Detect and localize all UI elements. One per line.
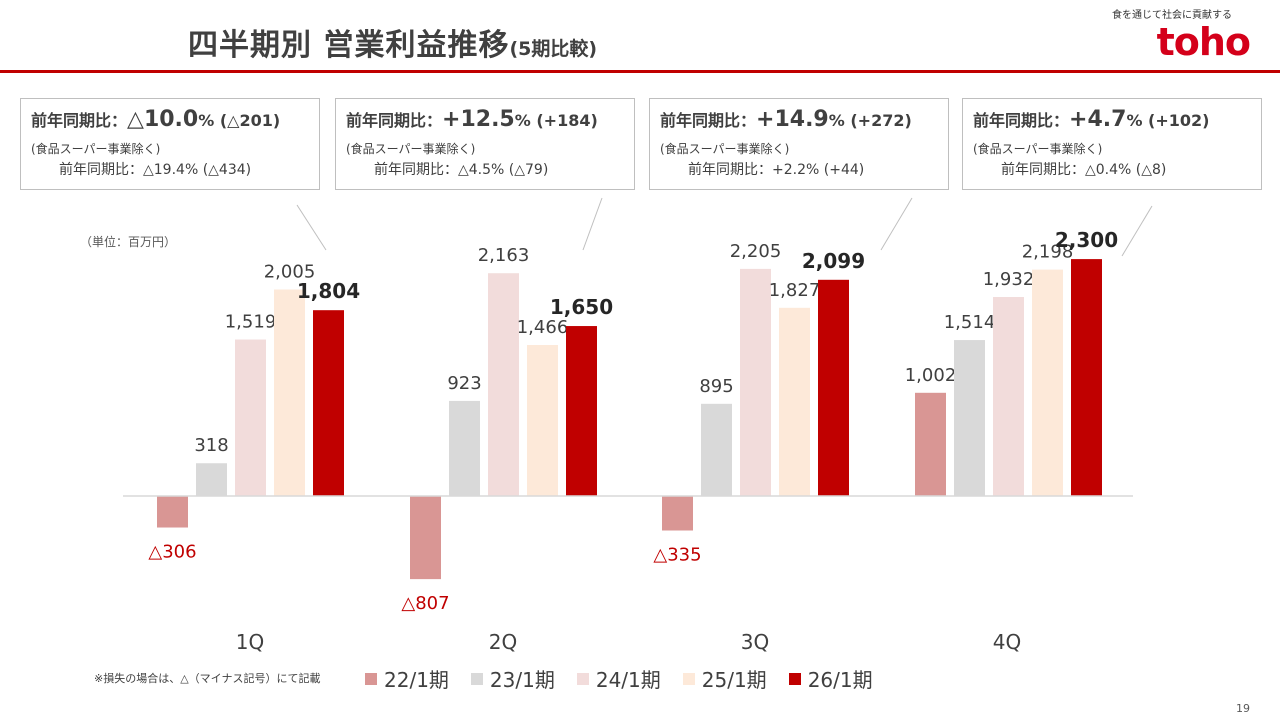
legend-label: 23/1期 xyxy=(489,668,555,692)
legend-swatch xyxy=(682,672,695,685)
yoy-sub: 前年同期比：△19.4% (△434) xyxy=(59,162,252,178)
legend-swatch xyxy=(365,672,377,685)
data-label: 1,804 xyxy=(297,279,360,303)
yoy-main: 前年同期比：+12.5% (+184) xyxy=(346,107,598,132)
yoy-box-4q: 前年同期比：+4.7% (+102) (食品スーパー事業除く) 前年同期比：△0… xyxy=(962,98,1262,190)
callout-connector xyxy=(582,197,603,251)
legend-item: 22/1期 xyxy=(365,664,449,693)
category-label: 4Q xyxy=(993,630,1021,654)
callout-connector xyxy=(1121,205,1153,257)
company-logo: toho xyxy=(1156,20,1251,64)
data-label: 1,514 xyxy=(944,312,996,333)
category-label: 3Q xyxy=(741,630,769,654)
bar-24/1期-2Q xyxy=(488,273,519,496)
yoy-box-2q: 前年同期比：+12.5% (+184) (食品スーパー事業除く) 前年同期比：△… xyxy=(335,98,635,190)
page-title-main: 四半期別 営業利益推移 xyxy=(188,28,510,63)
data-label: △807 xyxy=(401,593,449,614)
yoy-main: 前年同期比：+4.7% (+102) xyxy=(973,107,1210,132)
category-label: 1Q xyxy=(236,630,264,654)
yoy-box-3q: 前年同期比：+14.9% (+272) (食品スーパー事業除く) 前年同期比：+… xyxy=(649,98,949,190)
yoy-main: 前年同期比：+14.9% (+272) xyxy=(660,107,912,132)
yoy-main: 前年同期比：△10.0% (△201) xyxy=(31,107,281,132)
bar-22/1期-2Q xyxy=(410,496,441,580)
yoy-sub: 前年同期比：△0.4% (△8) xyxy=(1001,162,1167,178)
data-label: 895 xyxy=(699,376,733,397)
data-label: 1,466 xyxy=(517,317,569,338)
yoy-note: (食品スーパー事業除く) xyxy=(31,142,161,156)
yoy-sub: 前年同期比：+2.2% (+44) xyxy=(688,162,865,178)
bar-25/1期-4Q xyxy=(1032,269,1063,496)
yoy-box-1q: 前年同期比：△10.0% (△201) (食品スーパー事業除く) 前年同期比：△… xyxy=(20,98,320,190)
data-label: 2,005 xyxy=(264,261,316,282)
data-label: 2,198 xyxy=(1022,242,1074,263)
data-label: △306 xyxy=(148,542,196,563)
bar-26/1期-2Q xyxy=(566,326,597,496)
yoy-note: (食品スーパー事業除く) xyxy=(660,142,790,156)
bar-26/1期-3Q xyxy=(818,279,849,496)
bar-24/1期-4Q xyxy=(993,297,1024,496)
legend-label: 22/1期 xyxy=(384,668,449,692)
legend-label: 25/1期 xyxy=(701,668,767,692)
footnote: ※損失の場合は、△（マイナス記号）にて記載 xyxy=(94,672,321,685)
page-title: 四半期別 営業利益推移(5期比較) xyxy=(188,20,597,64)
bar-23/1期-1Q xyxy=(196,463,227,496)
data-label: 1,519 xyxy=(225,312,277,333)
bar-24/1期-3Q xyxy=(740,268,771,496)
callout-connector xyxy=(880,197,913,251)
bar-22/1期-4Q xyxy=(915,392,946,496)
company-tagline: 食を通じて社会に貢献する xyxy=(1112,10,1232,21)
bar-23/1期-3Q xyxy=(701,403,732,496)
data-label: 1,932 xyxy=(983,269,1035,290)
bar-22/1期-3Q xyxy=(662,496,693,531)
yoy-note: (食品スーパー事業除く) xyxy=(973,142,1103,156)
data-label: 923 xyxy=(447,373,481,394)
bar-23/1期-4Q xyxy=(954,340,985,496)
data-label: 2,099 xyxy=(802,249,865,273)
data-label: 1,827 xyxy=(769,280,821,301)
data-label: 2,205 xyxy=(730,241,782,262)
data-label: 318 xyxy=(194,435,228,456)
callout-connector xyxy=(296,204,327,251)
data-label: 2,163 xyxy=(478,245,530,266)
legend-swatch xyxy=(788,672,801,685)
data-label: △335 xyxy=(653,545,701,566)
legend: 22/1期 23/1期 24/1期 25/1期 26/1期 xyxy=(365,664,873,693)
page-title-sub: (5期比較) xyxy=(509,38,598,60)
yoy-note: (食品スーパー事業除く) xyxy=(346,142,476,156)
legend-item: 24/1期 xyxy=(576,664,661,693)
bar-22/1期-1Q xyxy=(157,496,188,528)
legend-label: 24/1期 xyxy=(595,668,661,692)
legend-item: 23/1期 xyxy=(470,664,555,693)
category-label: 2Q xyxy=(489,630,517,654)
bar-26/1期-4Q xyxy=(1071,259,1102,496)
page-number: 19 xyxy=(1236,702,1250,715)
bar-25/1期-2Q xyxy=(527,345,558,496)
bar-23/1期-2Q xyxy=(449,400,480,496)
bar-25/1期-1Q xyxy=(274,289,305,496)
legend-swatch xyxy=(470,672,483,685)
unit-label: （単位：百万円） xyxy=(80,235,177,249)
bar-26/1期-1Q xyxy=(313,310,344,496)
legend-swatch xyxy=(576,672,589,685)
data-label: 2,300 xyxy=(1055,228,1118,252)
bar-24/1期-1Q xyxy=(235,339,266,496)
data-label: 1,650 xyxy=(550,295,613,319)
title-divider xyxy=(0,70,1280,73)
bar-25/1期-3Q xyxy=(779,307,810,496)
legend-item: 25/1期 xyxy=(682,664,767,693)
yoy-sub: 前年同期比：△4.5% (△79) xyxy=(374,162,549,178)
legend-item: 26/1期 xyxy=(788,664,873,693)
data-label: 1,002 xyxy=(905,365,957,386)
legend-label: 26/1期 xyxy=(807,668,873,692)
